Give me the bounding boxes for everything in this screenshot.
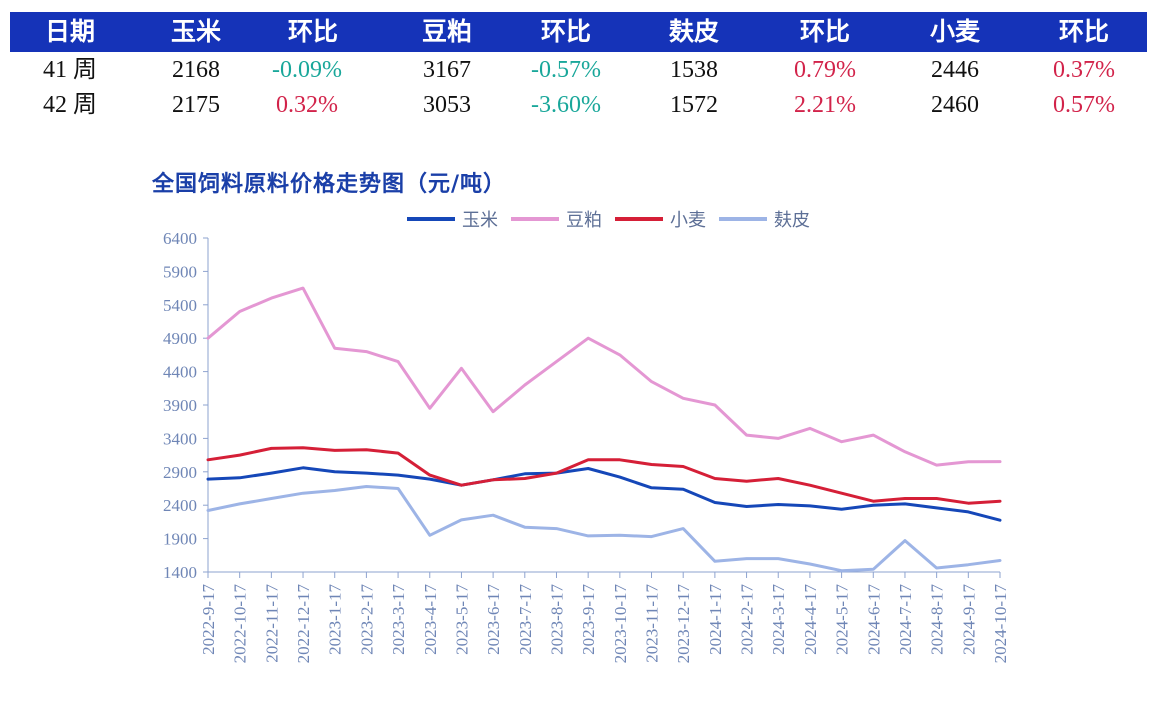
x-tick-label: 2024-9-17 [959, 584, 978, 655]
x-tick-label: 2022-12-17 [294, 584, 313, 664]
legend-label: 豆粕 [566, 210, 602, 231]
x-tick-label: 2024-5-17 [833, 584, 852, 655]
row2-corn-change: 0.32% [276, 92, 338, 118]
x-tick-label: 2024-10-17 [991, 584, 1010, 664]
y-tick-label: 1400 [163, 563, 197, 582]
x-tick-label: 2024-8-17 [928, 584, 947, 655]
row2-soymeal: 3053 [423, 92, 471, 118]
row1-corn: 2168 [172, 57, 220, 83]
y-tick-label: 4400 [163, 363, 197, 382]
header-bran: 麸皮 [668, 17, 719, 46]
x-tick-label: 2023-4-17 [421, 584, 440, 655]
header-wheat-change: 环比 [1058, 17, 1109, 46]
row1-wheat: 2446 [931, 57, 979, 83]
x-tick-label: 2022-10-17 [231, 584, 250, 664]
y-tick-label: 6400 [163, 229, 197, 248]
series-line-麸皮 [206, 485, 1002, 573]
row2-wheat-change: 0.57% [1053, 92, 1115, 118]
x-tick-label: 2022-9-17 [199, 584, 218, 655]
x-tick-label: 2023-3-17 [389, 584, 408, 655]
row1-corn-change: -0.09% [272, 57, 342, 83]
legend-label: 麸皮 [774, 210, 810, 231]
x-tick-label: 2024-6-17 [864, 584, 883, 655]
y-tick-label: 5400 [163, 296, 197, 315]
chart-axes: 1400 1900 2400 2900 3400 3900 4400 4900 5400 5900… [163, 229, 1010, 663]
legend-label: 玉米 [462, 210, 498, 231]
series-line-玉米 [206, 466, 1002, 522]
x-tick-label: 2023-5-17 [452, 584, 471, 655]
row1-bran-change: 0.79% [794, 57, 856, 83]
header-wheat: 小麦 [929, 17, 980, 46]
x-tick-label: 2023-8-17 [547, 584, 566, 655]
row2-wheat: 2460 [931, 92, 979, 118]
x-tick-label: 2024-1-17 [706, 584, 725, 655]
y-tick-label: 1900 [163, 530, 197, 549]
y-tick-label: 4900 [163, 329, 197, 348]
x-tick-label: 2023-6-17 [484, 584, 503, 655]
x-tick-label: 2023-10-17 [611, 584, 630, 664]
chart-legend: 玉米 豆粕 小麦 麸皮 [407, 210, 810, 231]
series-line-豆粕 [206, 286, 1002, 467]
row2-soymeal-change: -3.60% [531, 92, 601, 118]
row1-date: 41 周 [43, 57, 97, 83]
row1-wheat-change: 0.37% [1053, 57, 1115, 83]
row1-soymeal: 3167 [423, 57, 471, 83]
header-corn-change: 环比 [287, 17, 338, 46]
y-tick-label: 5900 [163, 262, 197, 281]
x-tick-label: 2022-11-17 [262, 584, 281, 663]
x-tick-label: 2023-9-17 [579, 584, 598, 655]
legend-label: 小麦 [670, 210, 706, 231]
x-tick-label: 2024-7-17 [896, 584, 915, 655]
table-header-row: 日期 玉米 环比 豆粕 环比 麸皮 环比 小麦 环比 [10, 12, 1147, 52]
x-tick-label: 2023-1-17 [326, 584, 345, 655]
y-tick-label: 2900 [163, 463, 197, 482]
row1-soymeal-change: -0.57% [531, 57, 601, 83]
header-date: 日期 [44, 17, 95, 46]
header-bran-change: 环比 [799, 17, 850, 46]
row2-date: 42 周 [43, 92, 97, 118]
header-soymeal-change: 环比 [540, 17, 591, 46]
series-line-小麦 [206, 446, 1002, 505]
x-tick-label: 2024-2-17 [738, 584, 757, 655]
row2-corn: 2175 [172, 92, 220, 118]
x-tick-label: 2024-4-17 [801, 584, 820, 655]
x-tick-label: 2024-3-17 [769, 584, 788, 655]
y-tick-label: 2400 [163, 496, 197, 515]
x-tick-label: 2023-2-17 [357, 584, 376, 655]
row2-bran-change: 2.21% [794, 92, 856, 118]
row2-bran: 1572 [670, 92, 718, 118]
chart-title: 全国饲料原料价格走势图（元/吨） [152, 172, 507, 197]
x-tick-label: 2023-12-17 [674, 584, 693, 664]
y-tick-label: 3400 [163, 429, 197, 448]
y-tick-label: 3900 [163, 396, 197, 415]
header-soymeal: 豆粕 [421, 17, 472, 46]
x-tick-label: 2023-7-17 [516, 584, 535, 655]
row1-bran: 1538 [670, 57, 718, 83]
x-tick-label: 2023-11-17 [643, 584, 662, 663]
header-corn: 玉米 [170, 17, 221, 46]
chart-lines [206, 286, 1002, 573]
